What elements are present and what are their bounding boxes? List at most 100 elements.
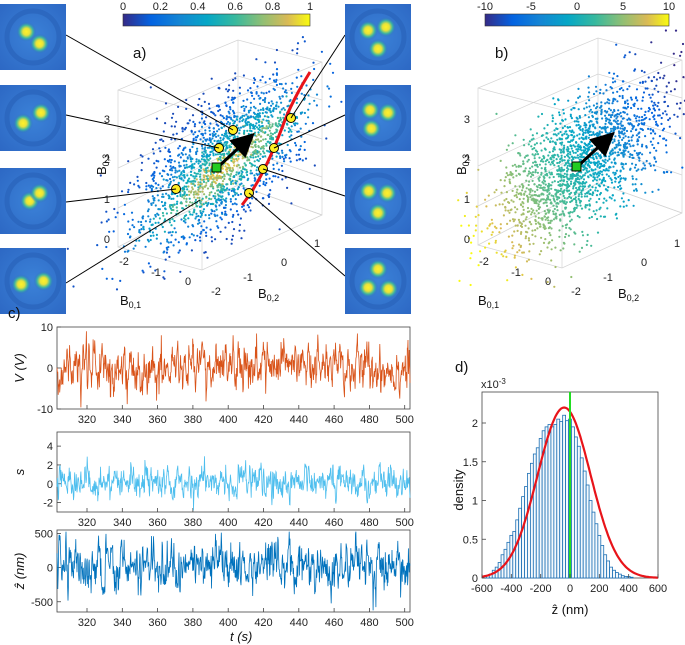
- scatter-point-a: [228, 84, 231, 87]
- scatter-point-a: [184, 153, 187, 156]
- scatter-point-a: [289, 98, 292, 102]
- scatter-point-b: [599, 191, 603, 195]
- scatter-point-a: [199, 211, 202, 214]
- scatter-point-a: [232, 213, 235, 217]
- scatter-point-b: [457, 199, 460, 202]
- scatter-point-b: [655, 123, 658, 126]
- scatter-point-a: [215, 179, 218, 182]
- scatter-point-b: [603, 147, 606, 150]
- scatter-point-b: [537, 115, 540, 118]
- scatter-point-a: [273, 88, 276, 91]
- scatter-point-b: [581, 156, 585, 159]
- scatter-point-b: [594, 168, 597, 171]
- scatter-point-b: [512, 244, 515, 247]
- scatter-point-b: [558, 196, 561, 199]
- scatter-point-b: [616, 119, 619, 122]
- scatter-point-b: [527, 172, 530, 175]
- scatter-point-b: [562, 194, 565, 198]
- scatter-point-b: [551, 160, 554, 164]
- scatter-point-a: [305, 84, 308, 87]
- scatter-point-a: [185, 197, 188, 200]
- scatter-point-a: [301, 36, 304, 39]
- scatter-point-a: [293, 124, 297, 127]
- scatter-point-a: [203, 220, 206, 223]
- scatter-point-a: [107, 218, 110, 221]
- scatter-point-a: [223, 213, 226, 216]
- scatter-point-a: [149, 234, 152, 237]
- scatter-point-a: [154, 213, 157, 217]
- scatter-point-a: [133, 183, 136, 186]
- scatter-point-a: [294, 122, 297, 125]
- scatter-point-a: [131, 218, 134, 221]
- scatter-point-a: [272, 73, 275, 76]
- scatter-point-b: [538, 156, 541, 159]
- histogram-bar: [524, 486, 528, 579]
- scatter-point-b: [534, 168, 537, 172]
- scatter-point-b: [470, 241, 473, 244]
- scatter-point-a: [205, 234, 208, 237]
- scatter-point-a: [189, 150, 192, 153]
- scatter-point-b: [528, 140, 532, 143]
- scatter-point-b: [649, 96, 652, 99]
- scatter-point-a: [101, 267, 104, 270]
- scatter-point-a: [273, 131, 276, 134]
- scatter-point-b: [604, 122, 607, 125]
- scatter-point-a: [277, 105, 280, 108]
- scatter-point-b: [575, 141, 578, 144]
- scatter-point-a: [242, 187, 245, 190]
- scatter-point-b: [551, 140, 555, 143]
- scatter-point-a: [215, 200, 218, 203]
- scatter-point-b: [640, 168, 643, 171]
- scatter-point-a: [142, 228, 145, 231]
- scatter-point-b: [610, 122, 613, 125]
- scatter-point-a: [172, 197, 175, 200]
- scatter-point-a: [275, 124, 278, 127]
- scatter-point-b: [516, 229, 519, 232]
- scatter-point-a: [251, 138, 254, 141]
- scatter-point-a: [231, 220, 234, 224]
- scatter-point-b: [561, 141, 564, 144]
- scatter-point-a: [208, 217, 211, 220]
- scatter-point-b: [568, 193, 571, 196]
- scatter-point-a: [282, 157, 285, 160]
- scatter-point-a: [147, 215, 150, 218]
- scatter-point-b: [562, 179, 566, 182]
- scatter-point-b: [489, 223, 492, 226]
- scatter-point-a: [210, 183, 214, 186]
- scatter-point-b: [494, 239, 497, 242]
- axis-a-z-tick: 0: [104, 234, 110, 246]
- scatter-point-a: [236, 188, 239, 191]
- scatter-point-b: [604, 109, 607, 113]
- scatter-point-b: [664, 144, 668, 147]
- scatter-point-b: [539, 160, 543, 163]
- scatter-point-b: [595, 152, 598, 155]
- scatter-point-a: [199, 138, 202, 141]
- scatter-point-b: [546, 190, 549, 193]
- histogram-bar: [609, 566, 613, 579]
- scatter-point-b: [641, 153, 644, 156]
- scatter-point-a: [268, 77, 271, 80]
- scatter-point-b: [578, 182, 581, 185]
- scatter-point-b: [584, 163, 587, 166]
- scatter-point-a: [196, 234, 199, 237]
- scatter-point-b: [554, 265, 557, 269]
- scatter-point-a: [237, 153, 241, 156]
- scatter-point-b: [627, 150, 630, 153]
- scatter-point-b: [587, 163, 590, 166]
- scatter-point-b: [579, 125, 582, 128]
- scatter-point-b: [559, 169, 563, 172]
- scatter-point-b: [615, 143, 618, 146]
- scatter-point-a: [191, 157, 194, 160]
- scatter-point-a: [226, 134, 229, 137]
- scatter-point-b: [594, 213, 597, 216]
- scatter-point-b: [559, 249, 562, 252]
- scatter-point-a: [269, 135, 272, 138]
- scatter-point-a: [215, 208, 218, 211]
- scatter-point-b: [622, 192, 625, 195]
- scatter-point-a: [249, 156, 252, 159]
- scatter-point-b: [499, 227, 502, 230]
- scatter-point-b: [614, 180, 617, 183]
- y-tick-label: 2: [472, 418, 478, 430]
- scatter-point-b: [667, 81, 671, 84]
- scatter-point-b: [614, 135, 617, 138]
